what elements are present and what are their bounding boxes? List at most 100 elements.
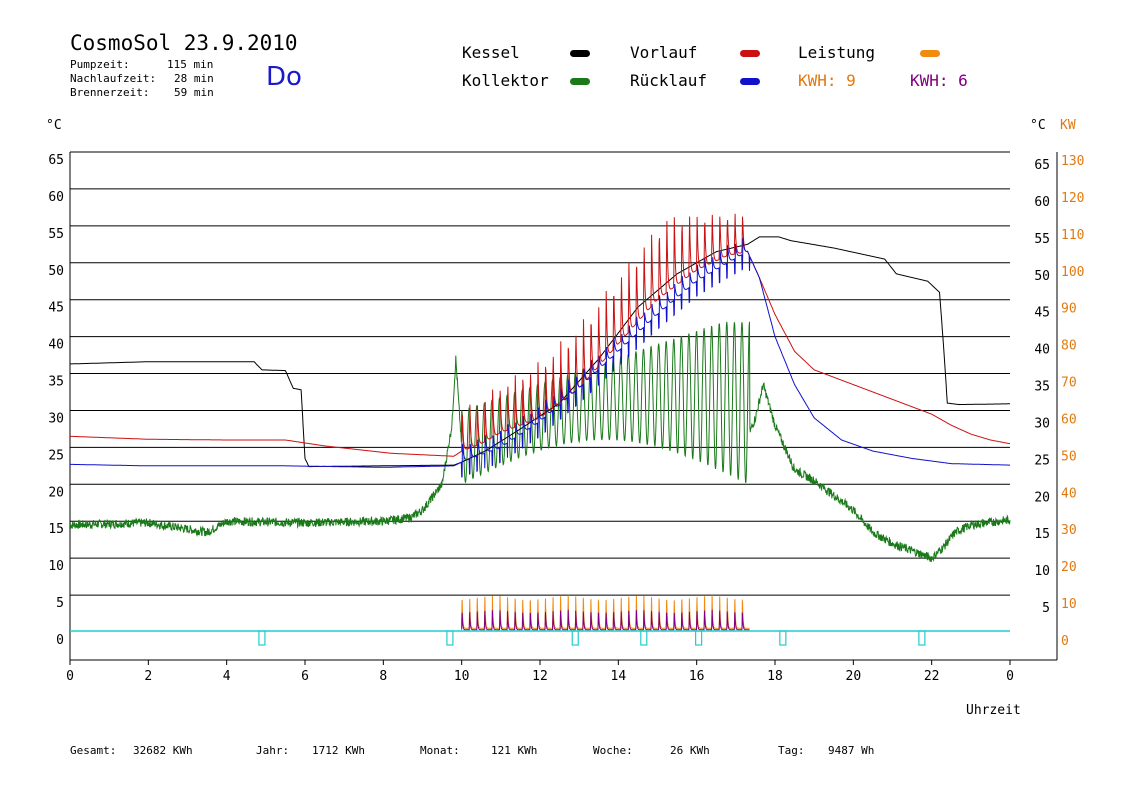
- y-tick-left: 15: [48, 522, 64, 537]
- x-tick-label: 22: [924, 669, 940, 684]
- pump-marker: [918, 630, 926, 646]
- pump-time-value: 115 min: [167, 58, 214, 71]
- right-axis-unit-c: °C: [1030, 118, 1046, 133]
- y-tick-right-c: 55: [1034, 232, 1050, 247]
- footer-tag-value: 9487 Wh: [828, 744, 875, 757]
- y-tick-left: 60: [48, 190, 64, 205]
- x-tick-label: 8: [379, 669, 387, 684]
- series-ruecklauf: [70, 238, 1010, 478]
- x-tick-label: 16: [689, 669, 705, 684]
- right-axis-unit-kw: KW: [1060, 118, 1076, 133]
- y-tick-left: 65: [48, 153, 64, 168]
- x-tick-label: 12: [532, 669, 548, 684]
- footer-jahr-label: Jahr:: [256, 744, 290, 757]
- y-tick-left: 50: [48, 264, 64, 279]
- legend-kessel-label: Kessel: [462, 43, 520, 62]
- y-tick-right-c: 45: [1034, 306, 1050, 321]
- y-tick-right-kw: 60: [1061, 412, 1077, 427]
- y-tick-right-c: 10: [1034, 564, 1050, 579]
- nachlauf-time-label: Nachlaufzeit:: [70, 72, 157, 85]
- y-tick-right-kw: 80: [1061, 339, 1077, 354]
- x-tick-label: 18: [767, 669, 783, 684]
- footer-gesamt-value: 32682 KWh: [133, 744, 193, 757]
- y-tick-left: 40: [48, 338, 64, 353]
- y-tick-left: 30: [48, 411, 64, 426]
- chart-series: [69, 213, 1011, 631]
- legend-kwh1: KWH: 9: [798, 71, 856, 90]
- y-tick-right-kw: 70: [1061, 376, 1077, 391]
- footer-woche-value: 26 KWh: [670, 744, 710, 757]
- legend-kwh2: KWH: 6: [910, 71, 968, 90]
- footer-monat-value: 121 KWh: [491, 744, 538, 757]
- y-tick-right-c: 60: [1034, 195, 1050, 210]
- legend-leistung-swatch: [920, 50, 940, 57]
- y-tick-left: 10: [48, 559, 64, 574]
- pump-marker: [446, 630, 454, 646]
- y-tick-right-kw: 30: [1061, 523, 1077, 538]
- y-tick-right-c: 15: [1034, 527, 1050, 542]
- y-tick-left: 25: [48, 448, 64, 463]
- y-tick-right-c: 5: [1042, 601, 1050, 616]
- y-tick-right-c: 40: [1034, 343, 1050, 358]
- x-tick-label: 20: [846, 669, 862, 684]
- x-tick-label: 10: [454, 669, 470, 684]
- y-tick-left: 0: [56, 633, 64, 648]
- y-tick-right-c: 25: [1034, 453, 1050, 468]
- y-tick-right-kw: 130: [1061, 154, 1084, 169]
- brenner-time-label: Brennerzeit:: [70, 86, 150, 99]
- series-kollektor: [69, 321, 1011, 563]
- pump-marker: [695, 630, 703, 646]
- y-tick-right-c: 30: [1034, 416, 1050, 431]
- y-tick-right-c: 20: [1034, 490, 1050, 505]
- chart-title: CosmoSol 23.9.2010: [70, 31, 298, 55]
- x-tick-label: 14: [611, 669, 627, 684]
- legend-vorlauf-swatch: [740, 50, 760, 57]
- y-tick-left: 45: [48, 301, 64, 316]
- x-axis-ticks: 0 2 4 6 8 10 12 14 16 18 20 22 0: [66, 660, 1014, 684]
- legend-ruecklauf-swatch: [740, 78, 760, 85]
- nachlauf-time-value: 28 min: [174, 72, 214, 85]
- legend-ruecklauf-label: Rücklauf: [630, 71, 708, 90]
- y-tick-right-kw: 50: [1061, 449, 1077, 464]
- weekday-label: Do: [266, 62, 302, 92]
- pump-marker: [779, 630, 787, 646]
- y-tick-left: 20: [48, 485, 64, 500]
- footer-woche-label: Woche:: [593, 744, 633, 757]
- legend-kollektor-label: Kollektor: [462, 71, 549, 90]
- y-tick-right-c: 35: [1034, 380, 1050, 395]
- y-tick-right-kw: 100: [1061, 265, 1084, 280]
- left-axis-unit: °C: [46, 118, 62, 133]
- x-tick-label: 0: [1006, 669, 1014, 684]
- x-tick-label: 0: [66, 669, 74, 684]
- x-tick-label: 2: [144, 669, 152, 684]
- y-tick-right-kw: 40: [1061, 486, 1077, 501]
- legend-leistung-label: Leistung: [798, 43, 876, 62]
- y-tick-right-c: 65: [1034, 158, 1050, 173]
- footer-monat-label: Monat:: [420, 744, 460, 757]
- series-kwh-profile: [461, 609, 750, 631]
- pump-marker: [640, 630, 648, 646]
- series-vorlauf: [70, 213, 1011, 457]
- pump-marker: [571, 630, 579, 646]
- y-tick-right-c: 50: [1034, 269, 1050, 284]
- footer-gesamt-label: Gesamt:: [70, 744, 117, 757]
- y-tick-right-kw: 110: [1061, 228, 1084, 243]
- x-tick-label: 4: [223, 669, 231, 684]
- footer-tag-label: Tag:: [778, 744, 805, 757]
- y-tick-right-kw: 0: [1061, 634, 1069, 649]
- legend-kollektor-swatch: [570, 78, 590, 85]
- y-tick-right-kw: 20: [1061, 560, 1077, 575]
- pump-markers: [70, 630, 1010, 646]
- x-axis-label: Uhrzeit: [966, 703, 1021, 718]
- pump-marker: [258, 630, 266, 646]
- y-tick-right-kw: 120: [1061, 191, 1084, 206]
- x-tick-label: 6: [301, 669, 309, 684]
- footer-jahr-value: 1712 KWh: [312, 744, 365, 757]
- y-tick-left: 35: [48, 375, 64, 390]
- legend-kessel-swatch: [570, 50, 590, 57]
- y-tick-left: 5: [56, 596, 64, 611]
- y-tick-right-kw: 90: [1061, 302, 1077, 317]
- brenner-time-value: 59 min: [174, 86, 214, 99]
- pump-time-label: Pumpzeit:: [70, 58, 130, 71]
